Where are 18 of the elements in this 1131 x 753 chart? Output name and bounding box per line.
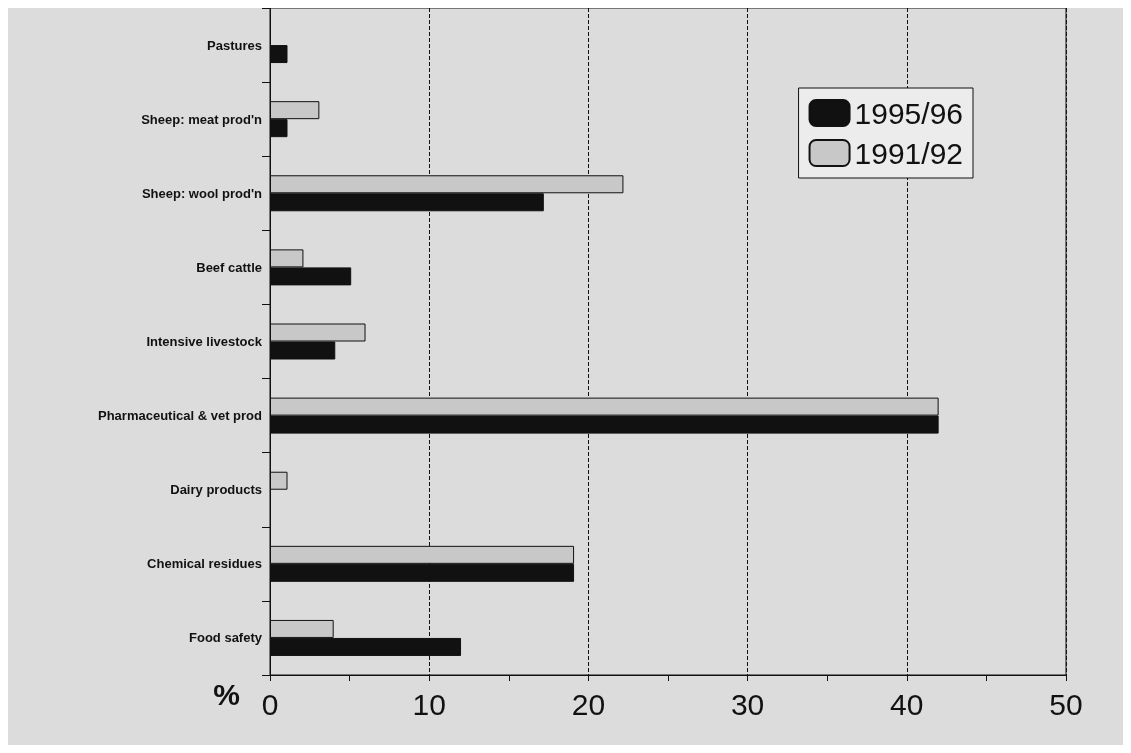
x-axis-title: % bbox=[213, 677, 240, 711]
y-tick-label: Food safety bbox=[189, 630, 263, 646]
x-tick-label: 50 bbox=[1049, 687, 1083, 721]
x-tick-label: 20 bbox=[571, 687, 606, 721]
y-tick-label: Sheep: meat prod'n bbox=[141, 111, 263, 127]
y-tick-label: Dairy products bbox=[170, 482, 262, 498]
x-tick-label: 30 bbox=[730, 687, 765, 721]
x-tick-label: 40 bbox=[890, 687, 924, 721]
y-tick-label: Beef cattle bbox=[196, 259, 262, 275]
y-tick-label: Sheep: wool prod'n bbox=[141, 185, 263, 201]
y-tick-label: Chemical residues bbox=[147, 556, 262, 572]
y-tick-label: Pastures bbox=[207, 37, 262, 53]
y-tick-label: Pharmaceutical & vet prod bbox=[98, 408, 263, 424]
legend-label: 1991/92 bbox=[854, 136, 964, 170]
x-tick-label: 0 bbox=[261, 687, 279, 721]
x-tick-label: 10 bbox=[412, 687, 446, 721]
legend-label: 1995/96 bbox=[854, 96, 964, 130]
y-tick-label: Intensive livestock bbox=[146, 334, 263, 349]
